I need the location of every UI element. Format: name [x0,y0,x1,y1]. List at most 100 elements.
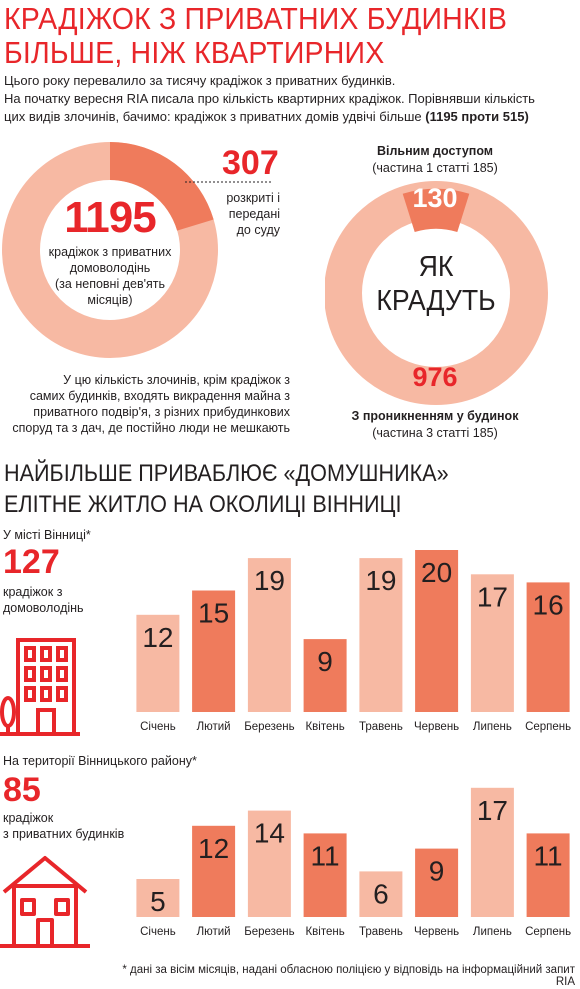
section-title-line-1: НАЙБІЛЬШЕ ПРИВАБЛЮЄ «ДОМУШНИКА» [4,460,449,487]
district-total-label-1: крадіжок [3,811,54,825]
district-category-label-8: Серпень [525,926,571,938]
city-bar-7 [470,574,514,712]
district-bar-4 [303,833,347,917]
district-total-label-2: з приватних будинків [3,827,125,841]
district-value-label-6: 9 [429,856,445,887]
city-label: У місті Вінниці* [3,528,91,542]
solved-dash-line [185,181,273,183]
solved-label-3: до суду [236,223,280,237]
city-value-label-8: 16 [533,589,564,620]
city-category-label-7: Липень [473,721,512,733]
city-bar-8 [526,582,570,712]
district-value-label-3: 14 [254,818,285,849]
private-house-icon [0,856,90,948]
intro-line-2: На початку вересня RIA писала про кількі… [4,91,535,106]
city-category-label-3: Березень [244,721,294,733]
section-title-line-2: ЕЛІТНЕ ЖИТЛО НА ОКОЛИЦІ ВІННИЦІ [4,491,402,518]
left-note-4: споруд та з дач, де постійно люди не меш… [12,421,290,435]
district-category-label-3: Березень [244,926,294,938]
district-total-value: 85 [3,771,41,809]
city-category-label-1: Січень [140,721,176,733]
city-bar-6 [415,550,459,712]
district-category-label-7: Липень [473,926,512,938]
district-bar-5 [359,871,403,917]
district-value-label-2: 12 [198,833,229,864]
free-access-article: (частина 1 статті 185) [372,161,498,175]
left-total-label-1: крадіжок з приватних [48,245,172,259]
free-access-title: Вільним доступом [376,144,494,158]
district-category-label-6: Червень [414,926,459,938]
district-bar-1 [136,879,180,917]
district-value-label-4: 11 [311,840,340,871]
city-total-label-1: крадіжок з [3,585,63,599]
city-value-label-6: 20 [421,557,452,588]
city-total-label: крадіжок з домоволодінь [3,584,84,616]
footnote: * дані за вісім місяців, надані обласною… [122,964,575,988]
intro-bold: (1195 проти 515) [425,109,529,124]
city-bar-1 [136,614,180,712]
city-value-label-7: 17 [477,581,508,612]
right-donut-center: ЯК КРАДУТЬ [362,250,509,318]
city-category-label-8: Серпень [525,721,571,733]
city-bar-5 [359,558,403,712]
right-center-1: ЯК [418,251,454,283]
district-bar-2 [192,825,236,917]
free-access-value: 130 [412,183,458,213]
solved-label-1: розкриті і [226,191,280,205]
break-in-title: З проникненням у будинок [351,409,519,423]
left-total-label-2: домоволодінь [69,261,151,275]
district-value-label-1: 5 [150,886,166,917]
district-bar-8 [526,833,570,917]
right-donut-free-slice [402,188,470,232]
right-donut-chart [325,181,548,405]
district-bar-3 [247,810,291,917]
city-bar-chart: 12 Січень 15 Лютий 19 Березень 9 Квітень 19 Траве… [136,550,571,733]
city-value-label-2: 15 [198,598,229,629]
left-note-3: приватного подвір'я, з різних прибудинко… [33,405,290,419]
title-line-2: БІЛЬШЕ, НІЖ КВАРТИРНИХ [4,35,385,70]
city-category-label-4: Квітень [305,721,344,733]
left-note: У цю кількість злочинів, крім крадіжок з… [0,372,290,436]
page-title: КРАДІЖОК З ПРИВАТНИХ БУДИНКІВ БІЛЬШЕ, НІ… [4,2,533,70]
left-total-label: крадіжок з приватних домоволодінь (за не… [20,244,200,308]
left-note-1: У цю кількість злочинів, крім крадіжок з [63,373,290,387]
district-bar-7 [470,787,514,917]
district-category-label-4: Квітень [305,926,344,938]
city-category-label-5: Травень [359,721,403,733]
intro-line-3-text: цих видів злочинів, бачимо: крадіжок з п… [4,109,422,124]
apartment-building-icon [0,638,80,736]
district-label: На території Вінницького району* [3,754,197,768]
solved-label-2: передані [228,207,280,221]
intro-text: Цього року перевалило за тисячу крадіжок… [4,72,564,126]
solved-label: розкриті і передані до суду [200,190,280,238]
city-bar-3 [247,558,291,712]
intro-line-3: цих видів злочинів, бачимо: крадіжок з п… [4,108,564,126]
left-donut-chart [2,142,218,358]
left-total-label-4: місяців) [87,293,133,307]
break-in-value: 976 [412,362,458,392]
break-in-article: (частина 3 статті 185) [372,426,498,440]
intro-line-1: Цього року перевалило за тисячу крадіжок… [4,73,396,88]
city-value-label-5: 19 [365,565,396,596]
district-category-label-5: Травень [359,926,403,938]
left-donut-solved-slice [110,142,214,231]
district-value-label-8: 11 [534,840,563,871]
district-bar-6 [415,848,459,917]
district-category-label-2: Лютий [197,926,231,938]
city-category-label-2: Лютий [197,721,231,733]
city-bar-2 [192,590,236,712]
city-category-label-6: Червень [414,721,459,733]
city-total-value: 127 [3,543,60,581]
city-value-label-4: 9 [317,646,333,677]
solved-value: 307 [222,144,279,182]
city-total-label-2: домоволодінь [3,601,84,615]
city-bar-4 [303,639,347,712]
left-total-label-3: (за неповні дев'ять [55,277,165,291]
district-total-label: крадіжок з приватних будинків [3,810,124,842]
city-value-label-3: 19 [254,565,285,596]
district-bar-chart: 5 Січень 12 Лютий 14 Березень 11 Квітень 6 Травен… [136,787,571,938]
title-line-1: КРАДІЖОК З ПРИВАТНИХ БУДИНКІВ [4,1,508,36]
right-center-2: КРАДУТЬ [376,285,496,317]
district-value-label-7: 17 [477,795,508,826]
left-note-2: самих будинків, входять викрадення майна… [29,389,290,403]
